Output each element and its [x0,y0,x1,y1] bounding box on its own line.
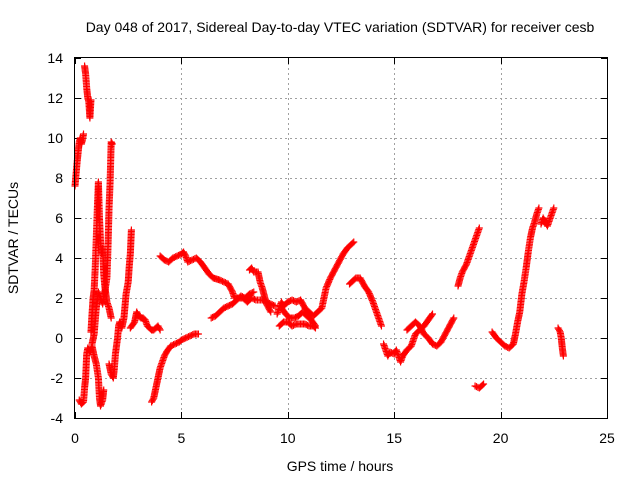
data-point [550,204,558,212]
data-point [266,307,274,315]
x-tick-label: 25 [599,430,615,446]
data-point [267,308,275,316]
y-tick-labels: -4 -2 0 2 4 6 8 10 12 14 [47,50,63,426]
data-point [350,238,358,246]
plot-frame [74,57,608,419]
y-tick-label: 4 [55,250,63,266]
data-point [559,352,567,360]
data-point [377,322,385,330]
data-point [194,330,202,338]
data-point [311,322,319,330]
y-tick-label: 8 [55,170,63,186]
data-point [449,315,457,323]
x-tick-label: 0 [71,430,79,446]
x-tick-labels: 0 5 10 15 20 25 [71,430,615,446]
data-point [349,239,357,247]
data-point [100,386,108,394]
y-tick-label: -4 [51,410,64,426]
y-tick-label: 10 [47,130,63,146]
y-tick-label: 14 [47,50,63,66]
data-point [250,288,258,296]
data-point [107,314,115,322]
data-point [80,130,88,138]
x-tick-label: 20 [493,430,509,446]
data-point [87,96,95,104]
x-tick-label: 10 [280,430,296,446]
chart-title: Day 048 of 2017, Sidereal Day-to-day VTE… [86,19,595,35]
data-point [155,325,163,333]
y-tick-label: -2 [51,370,64,386]
data-point [428,311,436,319]
data-point [108,140,116,148]
data-point [250,295,258,303]
x-tick-label: 15 [386,430,402,446]
y-tick-label: 2 [55,290,63,306]
data-point [248,289,256,297]
data-point [479,381,487,389]
data-point [480,380,488,388]
data-point [429,310,437,318]
data-points [71,62,567,410]
y-axis-label: SDTVAR / TECUs [5,182,21,294]
data-point [535,204,543,212]
y-tick-label: 12 [47,90,63,106]
data-point [156,326,164,334]
y-tick-label: 0 [55,330,63,346]
data-point [475,224,483,232]
data-point [450,314,458,322]
y-tick-label: 6 [55,210,63,226]
data-point [127,226,135,234]
x-tick-label: 5 [178,430,186,446]
data-point [311,321,319,329]
x-axis-label: GPS time / hours [287,458,394,474]
data-point [270,301,278,309]
